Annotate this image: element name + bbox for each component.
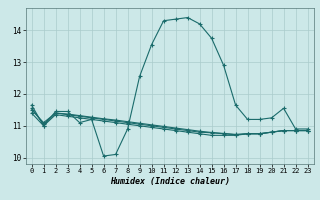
X-axis label: Humidex (Indice chaleur): Humidex (Indice chaleur) (109, 177, 230, 186)
